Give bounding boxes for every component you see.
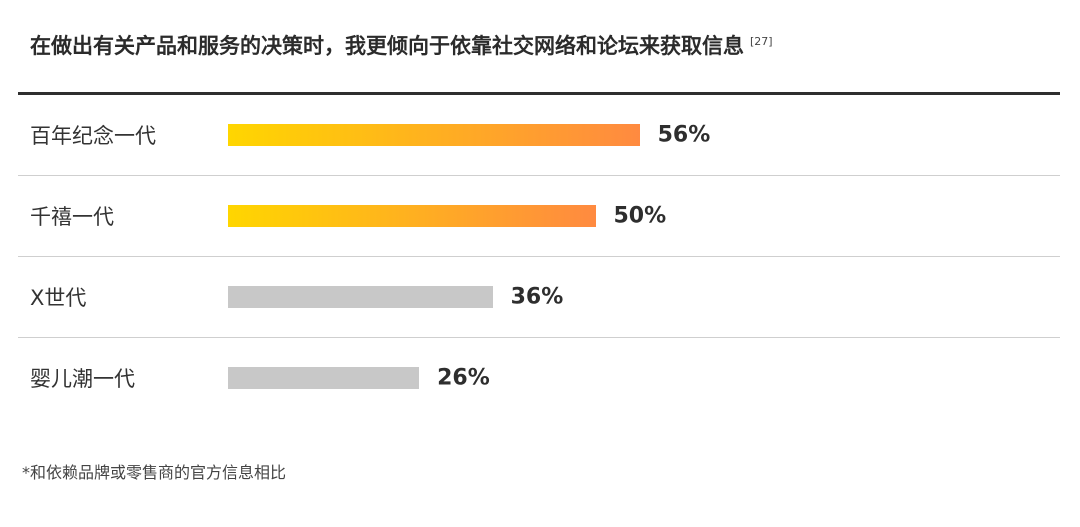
category-label: 婴儿潮一代	[30, 367, 135, 391]
chart-title-reference: [27]	[750, 35, 773, 48]
bar-row: 千禧一代 50%	[18, 176, 1060, 257]
bar	[228, 205, 596, 227]
category-label: 千禧一代	[30, 205, 114, 229]
bar	[228, 286, 493, 308]
bar	[228, 124, 640, 146]
bar-row: 百年纪念一代 56%	[18, 95, 1060, 176]
value-label: 26%	[437, 365, 490, 391]
category-label: X世代	[30, 286, 87, 310]
bar	[228, 367, 420, 389]
bar-row: 婴儿潮一代 26%	[18, 338, 1060, 418]
bar-row: X世代 36%	[18, 257, 1060, 338]
value-label: 50%	[613, 203, 667, 229]
value-label: 36%	[510, 284, 564, 310]
chart-title: 在做出有关产品和服务的决策时，我更倾向于依靠社交网络和论坛来获取信息 [27]	[30, 30, 773, 60]
value-label: 56%	[657, 122, 711, 148]
category-label: 百年纪念一代	[30, 124, 156, 148]
top-rule	[18, 92, 1060, 95]
chart-title-text: 在做出有关产品和服务的决策时，我更倾向于依靠社交网络和论坛来获取信息	[30, 34, 744, 58]
chart-footnote: *和依赖品牌或零售商的官方信息相比	[22, 463, 287, 482]
